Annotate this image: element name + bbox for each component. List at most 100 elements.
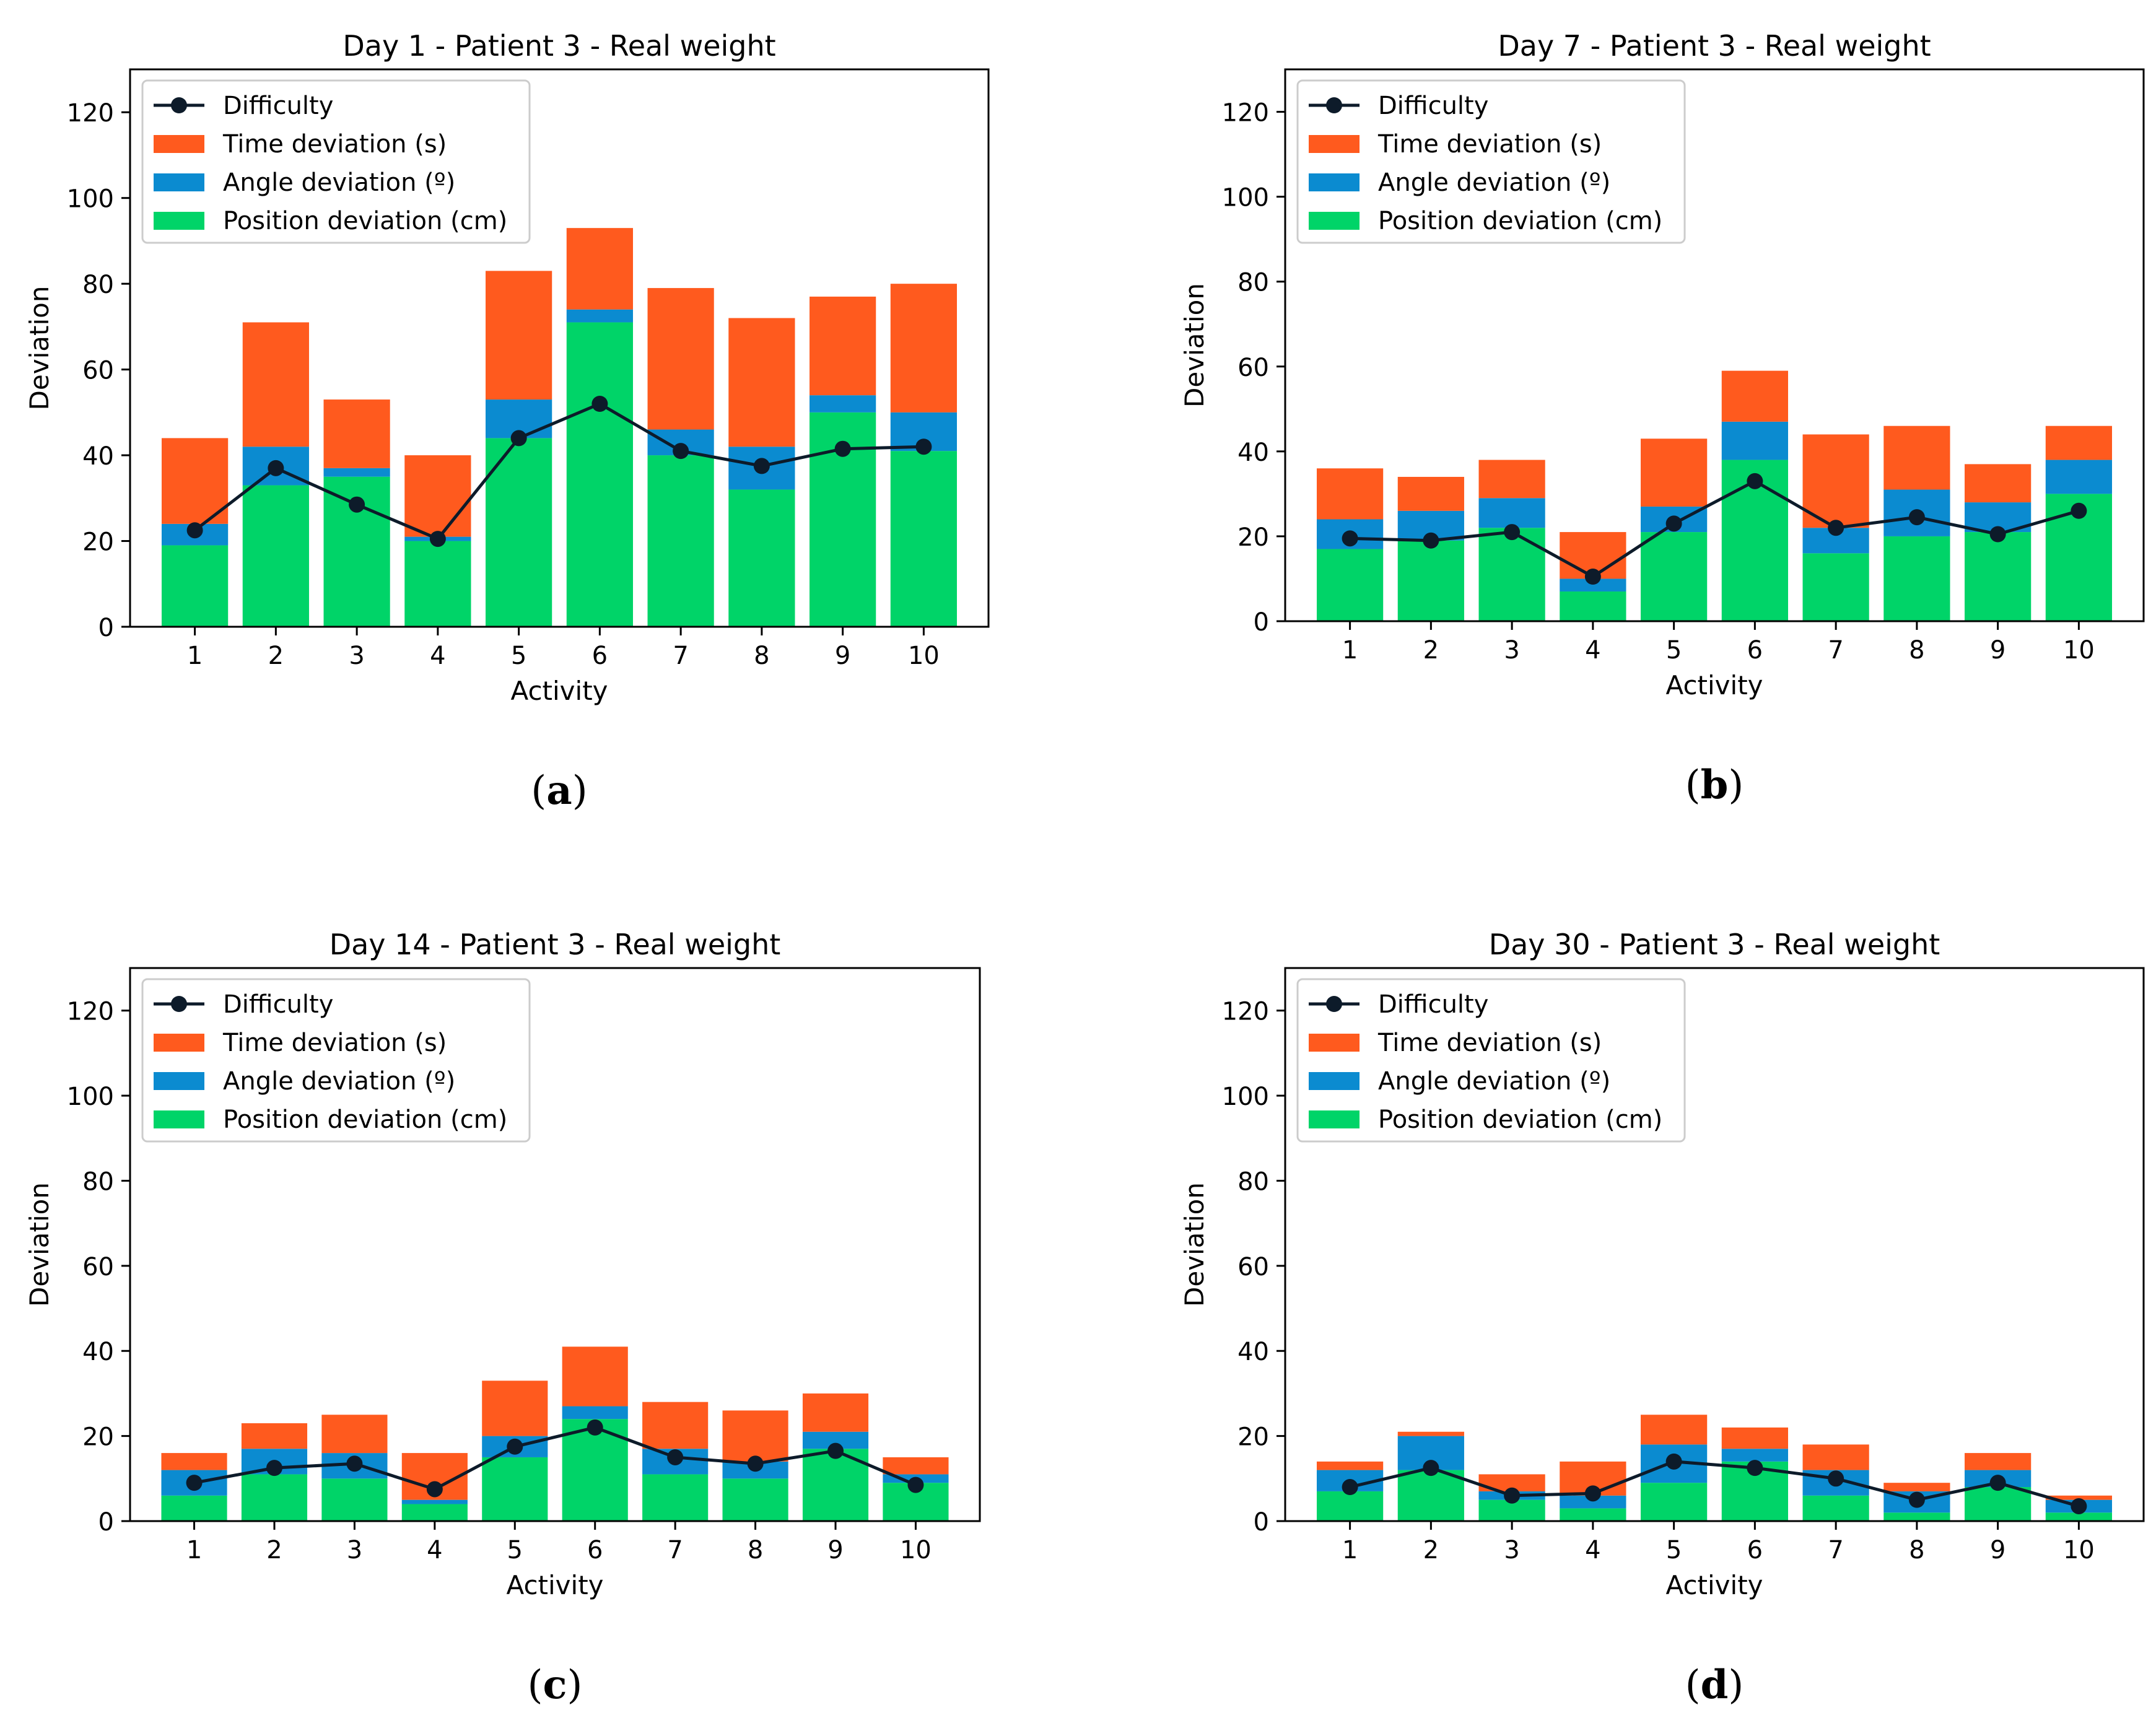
legend-label-angle: Angle deviation (º) (1378, 1067, 1610, 1096)
difficulty-point-7 (1828, 520, 1844, 536)
plot-frame (129, 967, 981, 1522)
y-tick-label: 120 (67, 99, 114, 128)
difficulty-point-2 (1423, 532, 1439, 549)
legend-label-difficulty: Difficulty (1378, 92, 1488, 120)
bar-time-5 (482, 1381, 548, 1436)
bar-time-1 (161, 1453, 227, 1470)
x-tick-label: 7 (673, 642, 688, 670)
legend-label-angle: Angle deviation (º) (223, 1067, 455, 1096)
bar-position-5 (482, 1457, 548, 1521)
y-axis-label: Deviation (1179, 1182, 1210, 1307)
bar-time-1 (1316, 1461, 1384, 1470)
bar-position-7 (642, 1474, 709, 1521)
x-tick-label: 6 (592, 642, 608, 670)
y-tick-label: 80 (82, 1167, 114, 1196)
bar-time-10 (2045, 1495, 2113, 1500)
legend: Difficulty Time deviation (s) Angle deviat… (141, 79, 531, 244)
difficulty-point-10 (915, 438, 932, 455)
x-tick-label: 8 (754, 642, 769, 670)
bar-position-2 (1397, 1470, 1464, 1521)
panel-caption: (d) (1685, 1662, 1744, 1708)
y-axis-label: Deviation (1179, 283, 1210, 408)
bar-time-6 (562, 1346, 628, 1407)
bar-time-10 (883, 1457, 949, 1475)
x-tick-label: 9 (827, 1536, 843, 1564)
y-tick-label: 40 (1237, 1338, 1269, 1366)
bar-position-2 (242, 485, 309, 627)
caption-close-paren: ) (1728, 1662, 1744, 1708)
plot-frame (129, 68, 990, 628)
x-tick-label: 3 (349, 642, 364, 670)
bar-angle-4 (1560, 578, 1626, 592)
bar-angle-6 (1721, 1449, 1788, 1462)
y-tick-label: 20 (1237, 1423, 1269, 1452)
bar-position-4 (1560, 591, 1626, 621)
bar-position-7 (1802, 1495, 1869, 1521)
bar-position-5 (486, 438, 552, 627)
bar-time-9 (810, 296, 876, 396)
x-axis-label: Activity (506, 1570, 603, 1600)
x-tick-label: 2 (1423, 636, 1439, 665)
legend-swatch-angle (154, 1072, 204, 1090)
legend-label-difficulty: Difficulty (223, 92, 333, 120)
x-tick-label: 4 (1585, 636, 1600, 665)
bar-position-2 (1397, 540, 1464, 621)
panel-caption: (b) (1685, 762, 1744, 808)
x-tick-label: 8 (1909, 1536, 1924, 1564)
bar-position-3 (321, 1478, 388, 1521)
legend-box (1296, 79, 1686, 244)
legend-box (141, 79, 531, 244)
x-tick-label: 9 (835, 642, 850, 670)
difficulty-point-2 (266, 1460, 282, 1477)
caption-letter: c (543, 1662, 567, 1708)
chart-panel-d: Day 30 - Patient 3 - Real weight 0 20 40 60 8… (1179, 928, 2145, 1708)
legend-swatch-time (154, 135, 204, 153)
bar-position-5 (1641, 532, 1708, 621)
legend-label-difficulty: Difficulty (1378, 990, 1488, 1019)
x-tick-label: 10 (2063, 1536, 2095, 1564)
difficulty-point-7 (673, 443, 689, 460)
difficulty-point-7 (1828, 1470, 1844, 1487)
difficulty-point-4 (1584, 569, 1601, 585)
caption-open-paren: ( (1685, 1662, 1701, 1708)
difficulty-point-4 (429, 531, 446, 547)
bar-angle-3 (323, 468, 390, 477)
difficulty-point-10 (2071, 502, 2087, 519)
x-tick-label: 3 (347, 1536, 362, 1564)
panel-caption: (a) (531, 767, 587, 814)
legend-swatch-time (1309, 1034, 1360, 1052)
bar-position-2 (241, 1474, 308, 1521)
y-tick-label: 100 (1222, 1083, 1269, 1111)
legend-label-angle: Angle deviation (º) (223, 168, 455, 197)
chart-panel-a: Day 1 - Patient 3 - Real weight 0 20 40 60 80… (24, 29, 990, 814)
bar-position-1 (1316, 549, 1384, 621)
bar-position-8 (1883, 536, 1950, 621)
bar-time-2 (1397, 476, 1464, 511)
legend-label-position: Position deviation (cm) (223, 1106, 507, 1134)
difficulty-point-5 (1665, 515, 1682, 532)
x-tick-label: 7 (1828, 636, 1843, 665)
chart-title: Day 30 - Patient 3 - Real weight (1489, 928, 1940, 961)
x-tick-label: 10 (908, 642, 940, 670)
bar-angle-10 (2045, 460, 2113, 494)
difficulty-point-1 (1342, 530, 1358, 547)
difficulty-point-9 (834, 440, 851, 457)
x-tick-label: 4 (430, 642, 445, 670)
legend-swatch-angle (1309, 173, 1360, 191)
legend-marker-difficulty (1326, 97, 1342, 113)
bar-time-8 (1883, 425, 1950, 490)
bar-time-7 (1802, 434, 1869, 528)
legend-marker-difficulty (171, 996, 187, 1012)
x-tick-label: 2 (266, 1536, 282, 1564)
x-tick-label: 8 (1909, 636, 1924, 665)
x-tick-label: 9 (1990, 636, 2005, 665)
y-tick-label: 80 (82, 271, 114, 299)
x-tick-label: 6 (587, 1536, 603, 1564)
x-tick-label: 4 (1585, 1536, 1600, 1564)
bar-position-10 (890, 451, 958, 627)
caption-letter: d (1701, 1662, 1729, 1708)
x-tick-label: 5 (1666, 1536, 1682, 1564)
x-tick-label: 5 (511, 642, 526, 670)
y-tick-label: 120 (67, 998, 114, 1026)
y-axis-label: Deviation (24, 286, 55, 411)
